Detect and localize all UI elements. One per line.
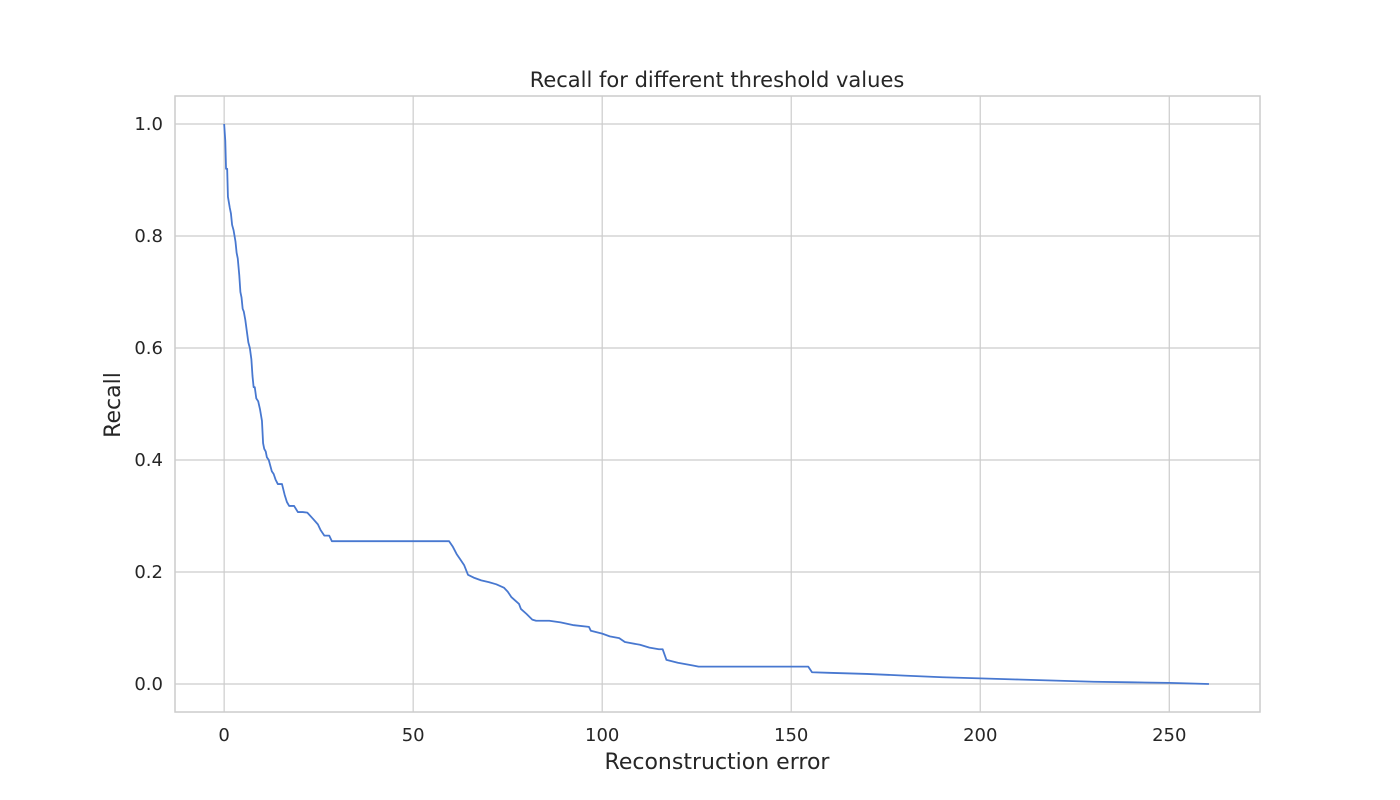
y-axis-label: Recall bbox=[101, 372, 126, 438]
y-tick-label: 0.6 bbox=[134, 338, 163, 359]
plot-frame bbox=[174, 95, 1261, 713]
x-axis-label: Reconstruction error bbox=[605, 750, 831, 775]
y-axis-ticks: 0.0 0.2 0.4 0.6 0.8 1.0 bbox=[134, 114, 163, 695]
x-tick-label: 150 bbox=[774, 725, 808, 746]
y-tick-label: 0.0 bbox=[134, 674, 163, 695]
x-tick-label: 100 bbox=[585, 725, 619, 746]
y-tick-label: 0.8 bbox=[134, 226, 163, 247]
x-tick-label: 0 bbox=[218, 725, 229, 746]
chart-title: Recall for different threshold values bbox=[530, 68, 905, 92]
y-tick-label: 0.2 bbox=[134, 562, 163, 583]
recall-line bbox=[223, 123, 1209, 685]
x-tick-label: 50 bbox=[402, 725, 425, 746]
grid bbox=[175, 96, 1260, 712]
x-tick-label: 200 bbox=[963, 725, 997, 746]
y-tick-label: 1.0 bbox=[134, 114, 163, 135]
x-axis-ticks: 0 50 100 150 200 250 bbox=[218, 725, 1186, 746]
x-tick-label: 250 bbox=[1152, 725, 1186, 746]
y-tick-label: 0.4 bbox=[134, 450, 163, 471]
